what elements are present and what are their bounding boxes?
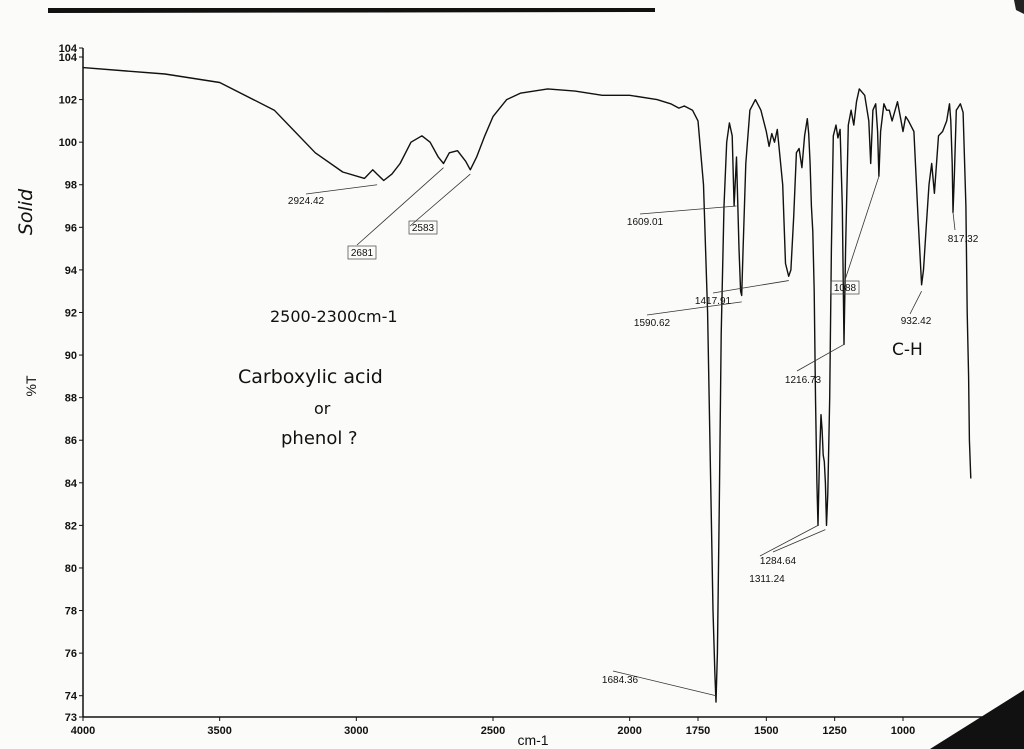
peak-label: 1216.73 <box>785 375 822 386</box>
spectrum-line <box>82 66 972 703</box>
x-axis-title: cm-1 <box>517 732 548 748</box>
side-label-solid: Solid <box>15 188 37 235</box>
y-tick-label: 102 <box>59 95 77 107</box>
x-tick-label: 1000 <box>891 725 915 737</box>
peak-label-box <box>408 220 438 235</box>
x-tick-label: 1250 <box>822 725 846 737</box>
peak-label: 2924.42 <box>288 196 325 207</box>
x-tick-label: 2500 <box>481 725 505 737</box>
peak-leader-line <box>796 344 845 372</box>
peak-label: 817.32 <box>948 234 979 245</box>
y-tick-label: 94 <box>65 265 78 277</box>
peak-labels-layer: 2924.42 2681 2583 1609.01 1590.62 1417.91 1684… <box>288 167 979 697</box>
y-tick-label: 104 <box>59 52 78 64</box>
peak-leader-line <box>909 291 922 315</box>
x-tick-label: 1750 <box>686 725 710 737</box>
x-tick-label: 1500 <box>754 725 778 737</box>
peak-label: 2583 <box>412 223 435 234</box>
scan-corner-shadow-bottom <box>930 690 1024 749</box>
peak-label-box <box>830 280 860 295</box>
note-phenol: phenol ? <box>281 428 358 449</box>
ticks-layer: 4000 3500 3000 2500 2000 1750 1500 1250 1000 73 74… <box>59 43 916 737</box>
peak-label: 1284.64 <box>760 556 797 567</box>
peak-leader-line <box>612 670 717 697</box>
peak-label: 1609.01 <box>627 217 664 228</box>
y-tick-label: 96 <box>65 222 77 234</box>
peak-leader-line <box>772 529 826 553</box>
note-or: or <box>314 399 331 418</box>
y-tick-label: 80 <box>65 563 77 575</box>
note-range: 2500-2300cm-1 <box>270 307 398 326</box>
y-tick-label: 84 <box>65 478 78 490</box>
peak-label: 932.42 <box>901 316 932 327</box>
y-tick-label: 86 <box>65 435 77 447</box>
peak-leader-line <box>952 212 956 231</box>
x-tick-label: 2000 <box>617 725 641 737</box>
peak-label: 1590.62 <box>634 318 671 329</box>
peak-label: 2681 <box>351 248 374 259</box>
y-tick-label: 78 <box>65 606 77 618</box>
peak-label: 1088 <box>834 283 857 294</box>
y-tick-label: 98 <box>65 180 77 192</box>
peak-label-box <box>347 245 377 260</box>
y-tick-label: 76 <box>65 648 77 660</box>
peak-leader-line <box>712 280 789 294</box>
peak-leader-line <box>844 176 880 281</box>
peak-leader-line <box>646 301 742 316</box>
y-axis-title: %T <box>23 375 39 396</box>
note-carboxylic-acid: Carboxylic acid <box>238 366 383 388</box>
peak-label: 1417.91 <box>695 296 732 307</box>
y-tick-label: 92 <box>65 307 77 319</box>
y-tick-label: 74 <box>65 691 78 703</box>
peak-leader-line <box>305 184 378 195</box>
peak-leader-line <box>409 173 471 227</box>
scan-corner-shadow-top <box>1014 0 1024 14</box>
y-tick-label: 82 <box>65 520 77 532</box>
y-tick-label: 73 <box>65 712 77 724</box>
y-tick-label: 104 <box>59 43 78 55</box>
y-tick-label: 100 <box>59 137 77 149</box>
scan-top-bar <box>48 8 655 13</box>
peak-leader-line <box>759 525 819 557</box>
x-tick-label: 4000 <box>71 725 95 737</box>
y-tick-label: 90 <box>65 350 77 362</box>
peak-label: 1311.24 <box>749 574 785 585</box>
x-tick-label: 3500 <box>207 725 231 737</box>
peak-label: 1684.36 <box>602 675 639 686</box>
y-tick-label: 88 <box>65 393 77 405</box>
x-tick-label: 3000 <box>344 725 368 737</box>
peak-leader-line <box>356 167 444 246</box>
note-c-h: C-H <box>892 340 923 360</box>
peak-leader-line <box>639 205 737 215</box>
